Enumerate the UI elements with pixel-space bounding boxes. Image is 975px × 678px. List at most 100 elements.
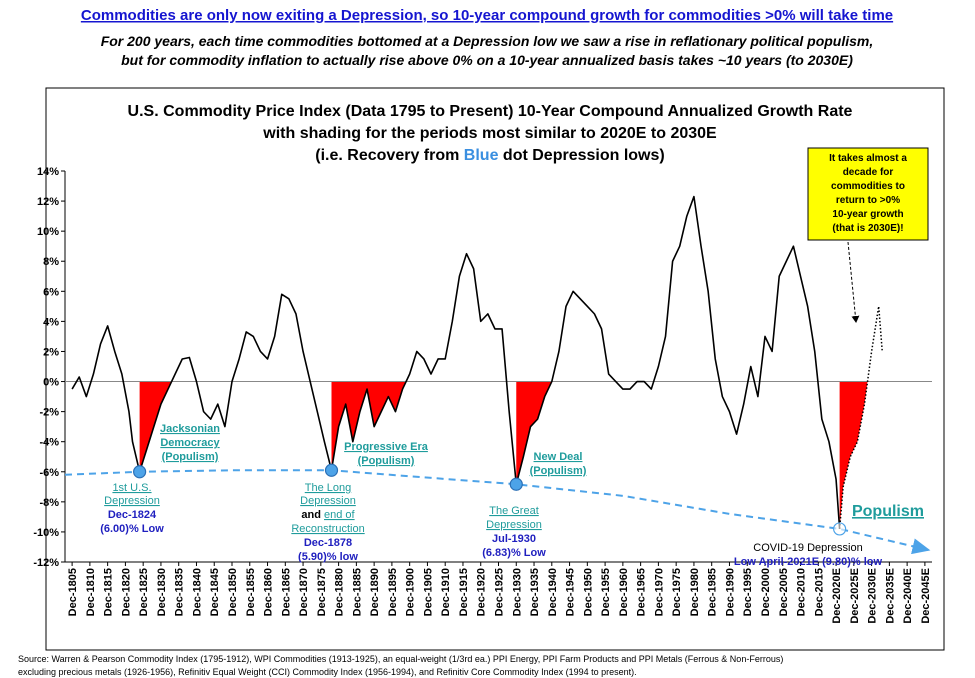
callout-text: It takes almost a [829, 153, 907, 164]
x-tick-label: Dec-1890 [369, 568, 381, 616]
x-tick-label: Dec-2000 [760, 568, 772, 616]
low-label: The Long [305, 482, 351, 494]
x-tick-label: Dec-1985 [707, 568, 719, 616]
low-label: Low April-2021E (9.80)% low [734, 556, 883, 568]
y-tick-label: -2% [39, 407, 59, 419]
low-label: The Great [489, 505, 539, 517]
x-tick-label: Dec-1885 [351, 568, 363, 616]
y-tick-label: 2% [43, 346, 59, 358]
x-tick-label: Dec-2040E [902, 568, 914, 624]
x-tick-label: Dec-1980 [689, 568, 701, 616]
x-tick-label: Dec-2045E [920, 568, 932, 624]
low-label: Depression [104, 495, 160, 507]
y-tick-label: 6% [43, 286, 59, 298]
low-dot [133, 465, 147, 479]
low-label: (5.90)% low [298, 551, 358, 563]
low-label: Jul-1930 [492, 533, 536, 545]
headline: Commodities are only now exiting a Depre… [81, 7, 893, 24]
chart-title: U.S. Commodity Price Index (Data 1795 to… [128, 103, 853, 120]
y-tick-label: -10% [33, 527, 59, 539]
populism-label: (Populism) [358, 455, 415, 467]
low-label: 1st U.S. [112, 482, 151, 494]
x-tick-label: Dec-1955 [600, 568, 612, 616]
low-label: Reconstruction [291, 523, 364, 535]
x-tick-label: Dec-2035E [884, 568, 896, 624]
populism-label: Progressive Era [344, 441, 429, 453]
populism-label: (Populism) [530, 465, 587, 477]
y-tick-label: 0% [43, 377, 59, 389]
low-dot [833, 522, 847, 536]
x-tick-label: Dec-1850 [227, 568, 239, 616]
x-tick-label: Dec-1840 [191, 568, 203, 616]
x-tick-label: Dec-1870 [298, 568, 310, 616]
y-tick-label: -4% [39, 437, 59, 449]
shaded-period [331, 381, 407, 471]
low-dot [324, 463, 339, 477]
populism-label: Democracy [160, 437, 220, 449]
line-series [71, 195, 841, 529]
y-tick-label: 10% [37, 226, 59, 238]
low-label: and end of [301, 509, 355, 521]
x-tick-label: Dec-2005 [778, 568, 790, 616]
x-tick-label: Dec-1875 [316, 568, 328, 616]
y-tick-label: -8% [39, 497, 59, 509]
x-tick-label: Dec-1990 [724, 568, 736, 616]
x-tick-label: Dec-1900 [405, 568, 417, 616]
x-tick-label: Dec-1925 [494, 568, 506, 616]
callout-text: 10-year growth [832, 209, 903, 220]
x-tick-label: Dec-1825 [138, 568, 150, 616]
x-tick-label: Dec-1930 [511, 568, 523, 616]
y-tick-label: 4% [43, 316, 59, 328]
x-tick-label: Dec-1860 [263, 568, 275, 616]
x-tick-label: Dec-1835 [174, 568, 186, 616]
callout-text: decade for [843, 167, 894, 178]
callout-box [807, 147, 929, 241]
subheadline: For 200 years, each time commodities bot… [101, 33, 874, 49]
x-tick-label: Dec-1810 [85, 568, 97, 616]
footer: excluding precious metals (1926-1956), R… [18, 667, 637, 677]
low-label: Depression [486, 519, 542, 531]
footer: Source: Warren & Pearson Commodity Index… [18, 654, 783, 664]
callout-text: commodities to [831, 181, 905, 192]
x-tick-label: Dec-2010 [796, 568, 808, 616]
low-label: Dec-1824 [108, 509, 157, 521]
x-tick-label: Dec-1975 [671, 568, 683, 616]
x-tick-label: Dec-1815 [103, 568, 115, 616]
populism-label: Populism [852, 503, 924, 520]
x-tick-label: Dec-1950 [582, 568, 594, 616]
shaded-period [516, 381, 552, 485]
shaded-period [139, 381, 172, 472]
x-tick-label: Dec-1935 [529, 568, 541, 616]
x-tick-label: Dec-2025E [849, 568, 861, 624]
x-tick-label: Dec-1905 [422, 568, 434, 616]
chart-title: (i.e. Recovery from Blue dot Depression … [315, 147, 664, 164]
shaded-period [839, 381, 868, 529]
y-tick-label: 8% [43, 256, 59, 268]
x-tick-label: Dec-1820 [120, 568, 132, 616]
chart-title: with shading for the periods most simila… [262, 125, 717, 142]
x-tick-label: Dec-2020E [831, 568, 843, 624]
chart-border [45, 87, 945, 651]
populism-label: Jacksonian [160, 423, 220, 435]
populism-label: (Populism) [162, 451, 219, 463]
x-tick-label: Dec-1805 [67, 568, 79, 616]
x-tick-label: Dec-1865 [280, 568, 292, 616]
x-tick-label: Dec-1915 [458, 568, 470, 616]
callout-text: return to >0% [836, 195, 900, 206]
x-tick-label: Dec-1945 [565, 568, 577, 616]
y-tick-label: -6% [39, 467, 59, 479]
x-tick-label: Dec-1965 [636, 568, 648, 616]
callout-text: (that is 2030E)! [832, 223, 903, 234]
y-tick-label: 12% [37, 196, 59, 208]
x-tick-label: Dec-1920 [476, 568, 488, 616]
x-tick-label: Dec-1895 [387, 568, 399, 616]
low-label: (6.00)% Low [100, 523, 164, 535]
callout-arrow [847, 241, 860, 323]
x-tick-label: Dec-1880 [334, 568, 346, 616]
x-tick-label: Dec-1830 [156, 568, 168, 616]
x-tick-label: Dec-2030E [867, 568, 879, 624]
low-label: COVID-19 Depression [753, 542, 862, 554]
x-tick-label: Dec-1995 [742, 568, 754, 616]
x-tick-label: Dec-1845 [209, 568, 221, 616]
